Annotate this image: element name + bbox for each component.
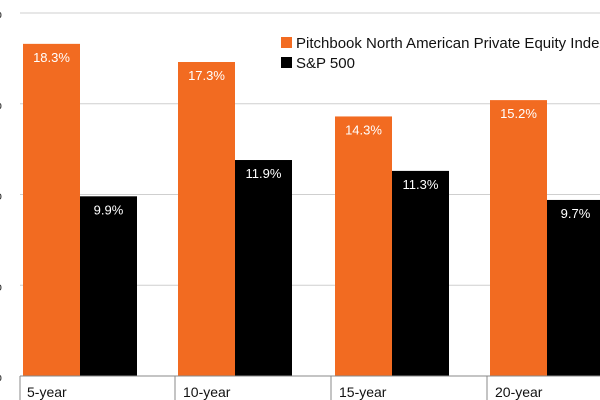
bar-sp500-10-year [235,160,292,376]
legend: Pitchbook North American Private Equity … [281,35,600,72]
data-label: 9.7% [561,206,591,221]
y-tick-label: % [0,277,2,293]
x-tick-label: 15-year [339,384,387,400]
y-tick-label: % [0,5,2,21]
bar-sp500-5-year [80,196,137,376]
y-tick-label: % [0,96,2,112]
y-tick-label: % [0,187,2,203]
bar-private-equity-15-year [335,116,392,376]
bar-sp500-15-year [392,170,449,376]
data-label: 11.3% [403,177,439,192]
data-label: 18.3% [33,50,70,65]
legend-swatch [281,57,292,68]
legend-swatch [281,37,292,48]
bar-sp500-20-year [547,199,600,376]
y-tick-label: % [0,368,2,384]
bar-private-equity-20-year [490,100,547,377]
bar-private-equity-10-year [178,62,235,376]
data-label: 9.9% [94,202,124,217]
bar-private-equity-5-year [23,43,80,376]
bars: 18.3% 9.9% 17.3% 11.9% 14.3% 11.3% 15.2% 9.7% [23,43,600,377]
legend-label: Pitchbook North American Private Equity … [296,35,600,52]
data-label: 17.3% [188,68,225,83]
data-label: 15.2% [500,106,537,121]
axes: %%%%% 5-year 10-year 15-year 20-year [0,5,600,400]
legend-label: S&P 500 [296,55,355,72]
data-label: 11.9% [246,166,282,181]
x-tick-label: 10-year [183,384,231,400]
x-tick-label: 20-year [495,384,543,400]
x-tick-label: 5-year [27,384,67,400]
data-label: 14.3% [345,122,382,137]
